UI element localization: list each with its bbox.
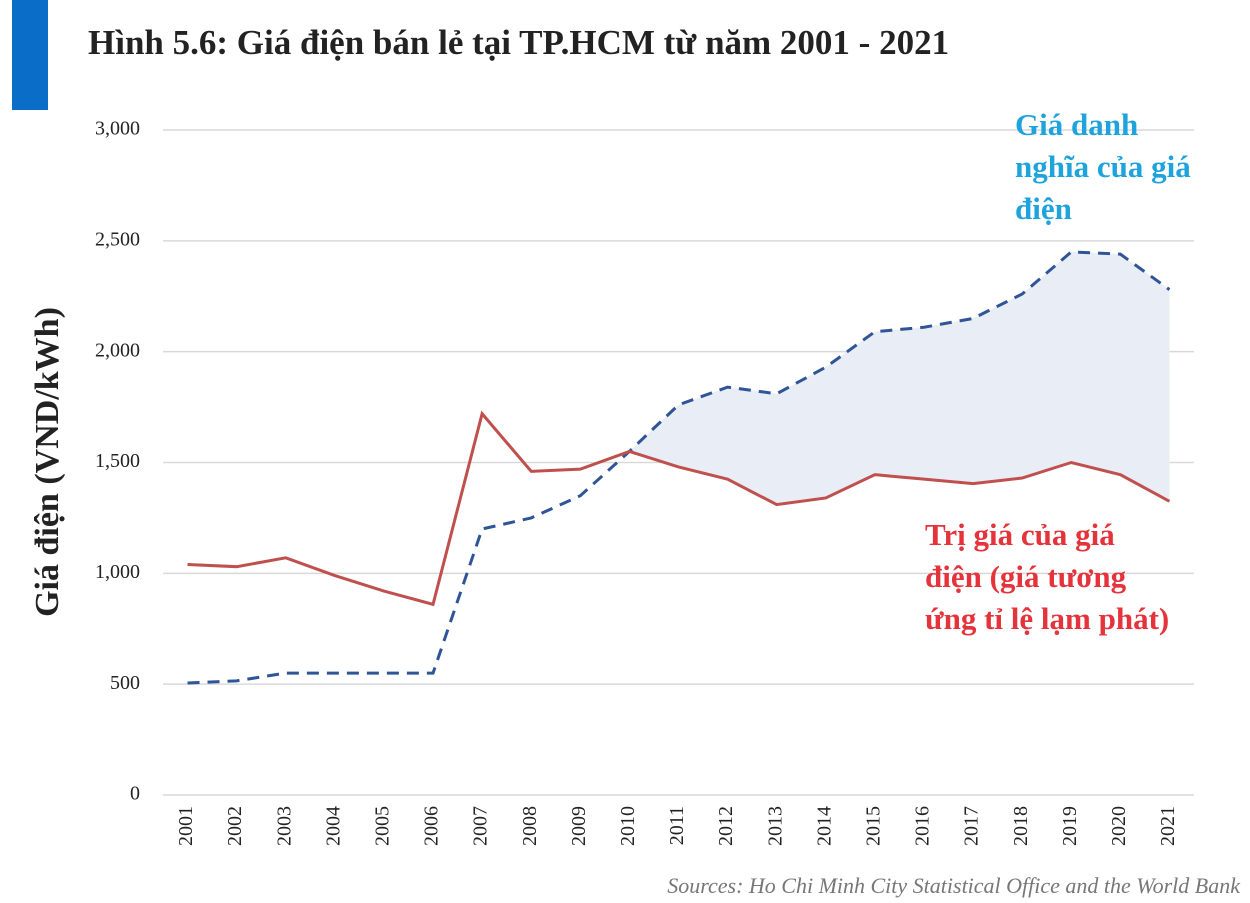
x-tick-label: 2012 bbox=[715, 806, 737, 846]
x-tick-label: 2005 bbox=[372, 806, 394, 846]
line-series bbox=[187, 410, 1171, 607]
x-tick-label: 2013 bbox=[764, 806, 786, 846]
x-tick-label: 2018 bbox=[1010, 806, 1032, 846]
x-tick-label: 2007 bbox=[470, 806, 492, 846]
y-tick-label: 3,000 bbox=[95, 118, 140, 140]
chart-title: Hình 5.6: Giá điện bán lẻ tại TP.HCM từ … bbox=[88, 23, 949, 62]
annotation: Giá danh nghĩa của giá điện bbox=[1015, 107, 1191, 226]
y-tick-label: 2,000 bbox=[95, 339, 140, 361]
y-tick-label: 2,500 bbox=[95, 228, 140, 250]
line-series bbox=[187, 250, 1171, 685]
x-tick-label: 2021 bbox=[1157, 806, 1179, 846]
annotation-line: điện (giá tương bbox=[925, 559, 1127, 594]
x-tick-label: 2003 bbox=[273, 806, 295, 846]
source: Sources: Ho Chi Minh City Statistical Of… bbox=[667, 873, 1241, 898]
x-tick-label: 2006 bbox=[421, 806, 443, 846]
x-tick-label: 2011 bbox=[666, 806, 688, 845]
annotation-line: nghĩa của giá bbox=[1015, 149, 1191, 184]
y-tick-label: 0 bbox=[130, 783, 140, 805]
x-tick-label: 2010 bbox=[617, 806, 639, 846]
annotation: Trị giá của giá điện (giá tương ứng tỉ lệ … bbox=[925, 517, 1169, 636]
annotation-line: ứng tỉ lệ lạm phát) bbox=[925, 601, 1169, 636]
y-tick-label: 1,000 bbox=[95, 561, 140, 583]
x-tick-label: 2002 bbox=[224, 806, 246, 846]
area-between bbox=[629, 251, 1170, 505]
annotation-line: Trị giá của giá bbox=[925, 517, 1115, 552]
annotation-line: điện bbox=[1015, 191, 1072, 226]
x-tick-label: 2009 bbox=[568, 806, 590, 846]
annotation-line: Giá danh bbox=[1015, 107, 1138, 142]
x-tick-label: 2017 bbox=[961, 806, 983, 846]
x-tick-label: 2015 bbox=[862, 806, 884, 846]
x-tick-label: 2014 bbox=[813, 806, 835, 846]
x-tick-label: 2020 bbox=[1108, 806, 1130, 846]
x-tick-label: 2019 bbox=[1059, 806, 1081, 846]
x-tick-label: 2008 bbox=[519, 806, 541, 846]
y-tick-label: 500 bbox=[110, 672, 140, 694]
y-tick-label: 1,500 bbox=[95, 450, 140, 472]
x-tick-label: 2004 bbox=[322, 806, 344, 846]
y-axis-label: Giá điện (VND/kWh) bbox=[29, 307, 66, 617]
x-tick-label: 2001 bbox=[175, 806, 197, 846]
x-tick-label: 2016 bbox=[912, 806, 934, 846]
accent-bar bbox=[12, 0, 48, 110]
